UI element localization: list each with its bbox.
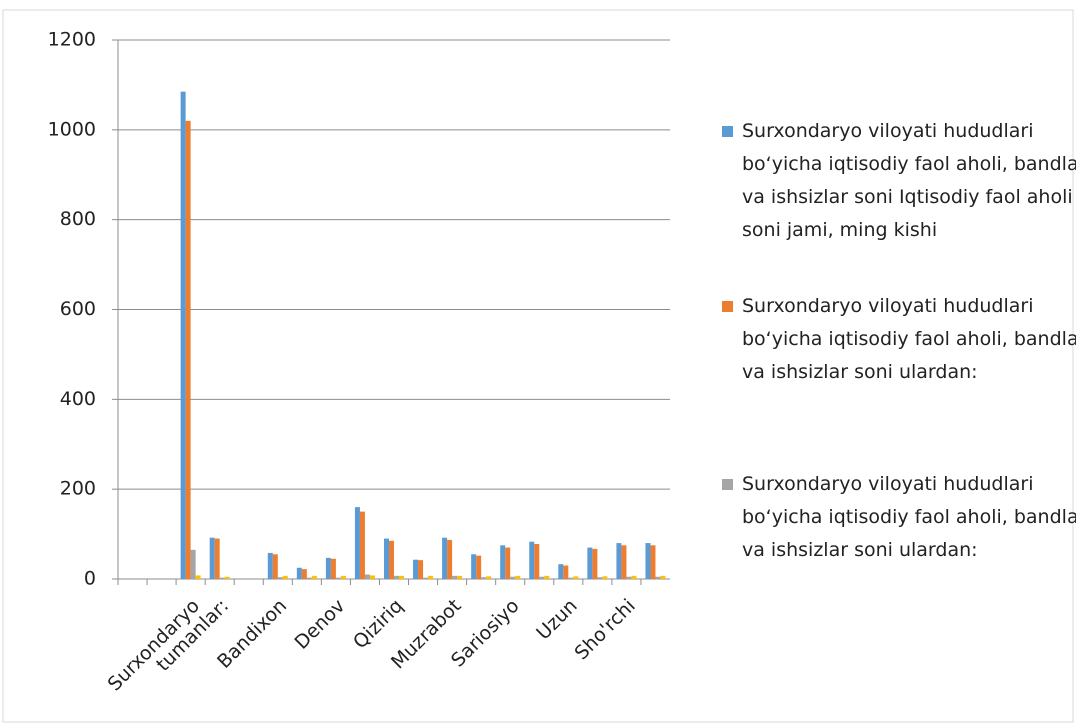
bar <box>423 577 429 579</box>
y-tick-label: 800 <box>60 208 96 230</box>
bar <box>597 577 603 579</box>
bar <box>359 511 365 579</box>
legend-item: Surxondaryo viloyati hududlari bo‘yicha … <box>722 115 1076 247</box>
bar <box>219 577 225 579</box>
bar <box>660 575 666 579</box>
bar <box>224 576 230 579</box>
bar <box>296 567 302 579</box>
y-tick-label: 600 <box>60 298 96 320</box>
y-tick-label: 1000 <box>48 118 96 140</box>
bar <box>330 558 336 579</box>
bar <box>558 564 564 579</box>
bar <box>481 577 487 579</box>
bar <box>272 554 278 579</box>
bar <box>267 552 273 579</box>
bar <box>471 554 477 579</box>
y-tick-label: 400 <box>60 388 96 410</box>
legend-item: Surxondaryo viloyati hududlari bo‘yicha … <box>722 468 1076 567</box>
bar <box>447 539 453 579</box>
bar <box>325 557 331 579</box>
bar <box>655 576 661 579</box>
bar <box>354 507 360 579</box>
bar <box>515 575 521 579</box>
bar <box>616 543 622 579</box>
legend-swatch <box>722 301 733 312</box>
bar <box>452 575 458 579</box>
bar <box>573 576 579 579</box>
legend-label: Surxondaryo viloyati hududlari bo‘yicha … <box>742 120 1076 241</box>
bar <box>500 545 506 579</box>
bar <box>563 565 569 579</box>
bar <box>587 547 593 579</box>
bar <box>306 577 312 579</box>
bar <box>277 577 283 579</box>
bar <box>539 576 545 579</box>
bar <box>185 120 191 579</box>
bar <box>209 537 215 579</box>
bar <box>335 577 341 579</box>
bar <box>195 575 201 579</box>
bar <box>180 91 186 579</box>
bar <box>399 575 404 579</box>
bar <box>384 538 389 579</box>
bar <box>369 575 375 579</box>
bar <box>645 543 651 579</box>
bar <box>282 575 288 579</box>
bar <box>621 545 627 579</box>
bar <box>364 574 370 579</box>
legend-swatch <box>722 479 733 490</box>
bar <box>394 575 399 579</box>
bar <box>568 577 574 579</box>
bar <box>486 576 492 579</box>
bar <box>413 559 419 579</box>
bar <box>626 576 632 579</box>
bar <box>505 547 511 579</box>
bar <box>389 540 394 579</box>
bar <box>534 543 540 579</box>
bar <box>592 548 598 579</box>
bar <box>214 538 220 579</box>
legend-label: Surxondaryo viloyati hududlari bo‘yicha … <box>742 473 1076 561</box>
y-tick-label: 0 <box>84 568 96 590</box>
bar <box>476 555 482 579</box>
bar <box>650 545 656 579</box>
bar <box>442 537 448 579</box>
bar <box>340 575 346 579</box>
legend-swatch <box>722 126 733 137</box>
bar <box>457 575 463 579</box>
bar <box>418 560 424 579</box>
bar <box>602 576 608 579</box>
y-tick-label: 1200 <box>48 29 96 51</box>
legend-label: Surxondaryo viloyati hududlari bo‘yicha … <box>742 295 1076 383</box>
bar <box>529 541 535 579</box>
bar <box>510 576 516 579</box>
bar <box>301 569 307 579</box>
bar <box>311 575 317 579</box>
y-tick-label: 200 <box>60 478 96 500</box>
bar <box>190 549 196 579</box>
legend-item: Surxondaryo viloyati hududlari bo‘yicha … <box>722 290 1076 389</box>
bar <box>631 575 637 579</box>
bar <box>428 575 434 579</box>
bar <box>544 575 550 579</box>
